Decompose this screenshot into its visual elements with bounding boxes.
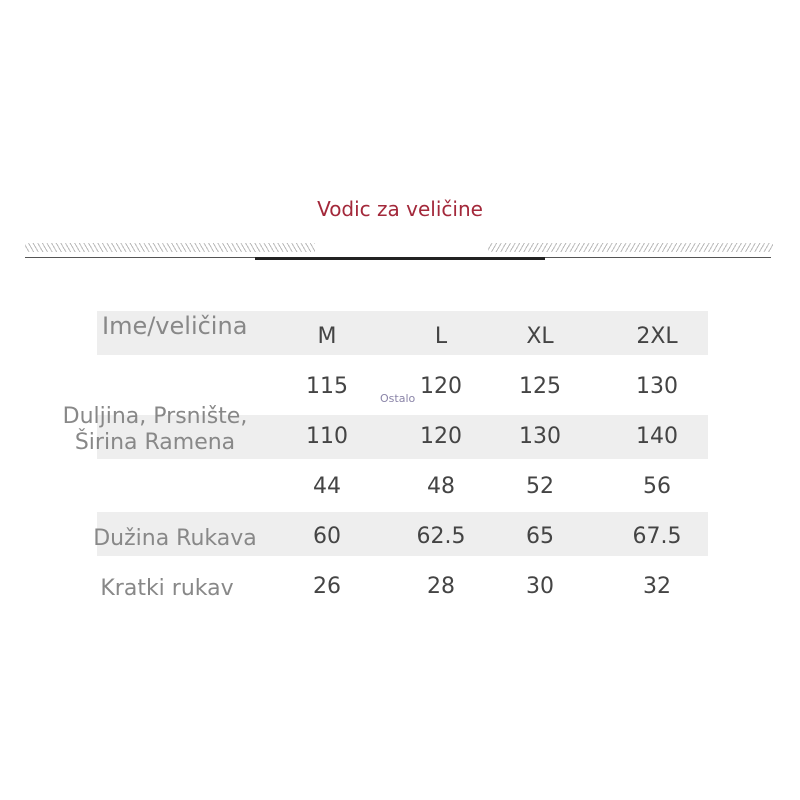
table-cell: 125 bbox=[519, 374, 561, 399]
table-cell: 140 bbox=[636, 424, 678, 449]
table-cell: 48 bbox=[427, 474, 455, 499]
table-cell: 52 bbox=[526, 474, 554, 499]
table-cell: 32 bbox=[643, 574, 671, 599]
table-cell: 110 bbox=[306, 424, 348, 449]
decorative-hatch-left bbox=[25, 243, 315, 252]
row-label-body: Duljina, Prsnište, Širina Ramena bbox=[62, 404, 248, 455]
table-cell: 115 bbox=[306, 374, 348, 399]
table-cell: 67.5 bbox=[632, 524, 682, 549]
note: Ostalo bbox=[380, 392, 416, 405]
table-cell: 62.5 bbox=[416, 524, 466, 549]
size-header: 2XL bbox=[636, 324, 678, 349]
row-band bbox=[97, 512, 708, 556]
table-cell: 56 bbox=[643, 474, 671, 499]
page-title: Vodic za veličine bbox=[317, 197, 483, 221]
table-cell: 28 bbox=[427, 574, 455, 599]
size-header: M bbox=[317, 324, 337, 349]
size-header: XL bbox=[526, 324, 554, 349]
table-cell: 30 bbox=[526, 574, 554, 599]
header-band bbox=[97, 311, 708, 355]
table-cell: 130 bbox=[519, 424, 561, 449]
table-cell: 65 bbox=[526, 524, 554, 549]
table-cell: 44 bbox=[313, 474, 341, 499]
row-label-short-sleeve: Kratki rukav bbox=[100, 576, 234, 601]
row-band bbox=[97, 415, 708, 459]
table-cell: 130 bbox=[636, 374, 678, 399]
decorative-hatch-right bbox=[488, 243, 773, 252]
header-label: Ime/veličina bbox=[102, 312, 248, 340]
size-header: L bbox=[434, 324, 448, 349]
table-cell: 26 bbox=[313, 574, 341, 599]
row-label-sleeve: Dužina Rukava bbox=[93, 526, 257, 551]
table-cell: 60 bbox=[313, 524, 341, 549]
table-cell: 120 bbox=[420, 424, 462, 449]
table-cell: 120 bbox=[420, 374, 462, 399]
divider-accent bbox=[255, 257, 545, 260]
